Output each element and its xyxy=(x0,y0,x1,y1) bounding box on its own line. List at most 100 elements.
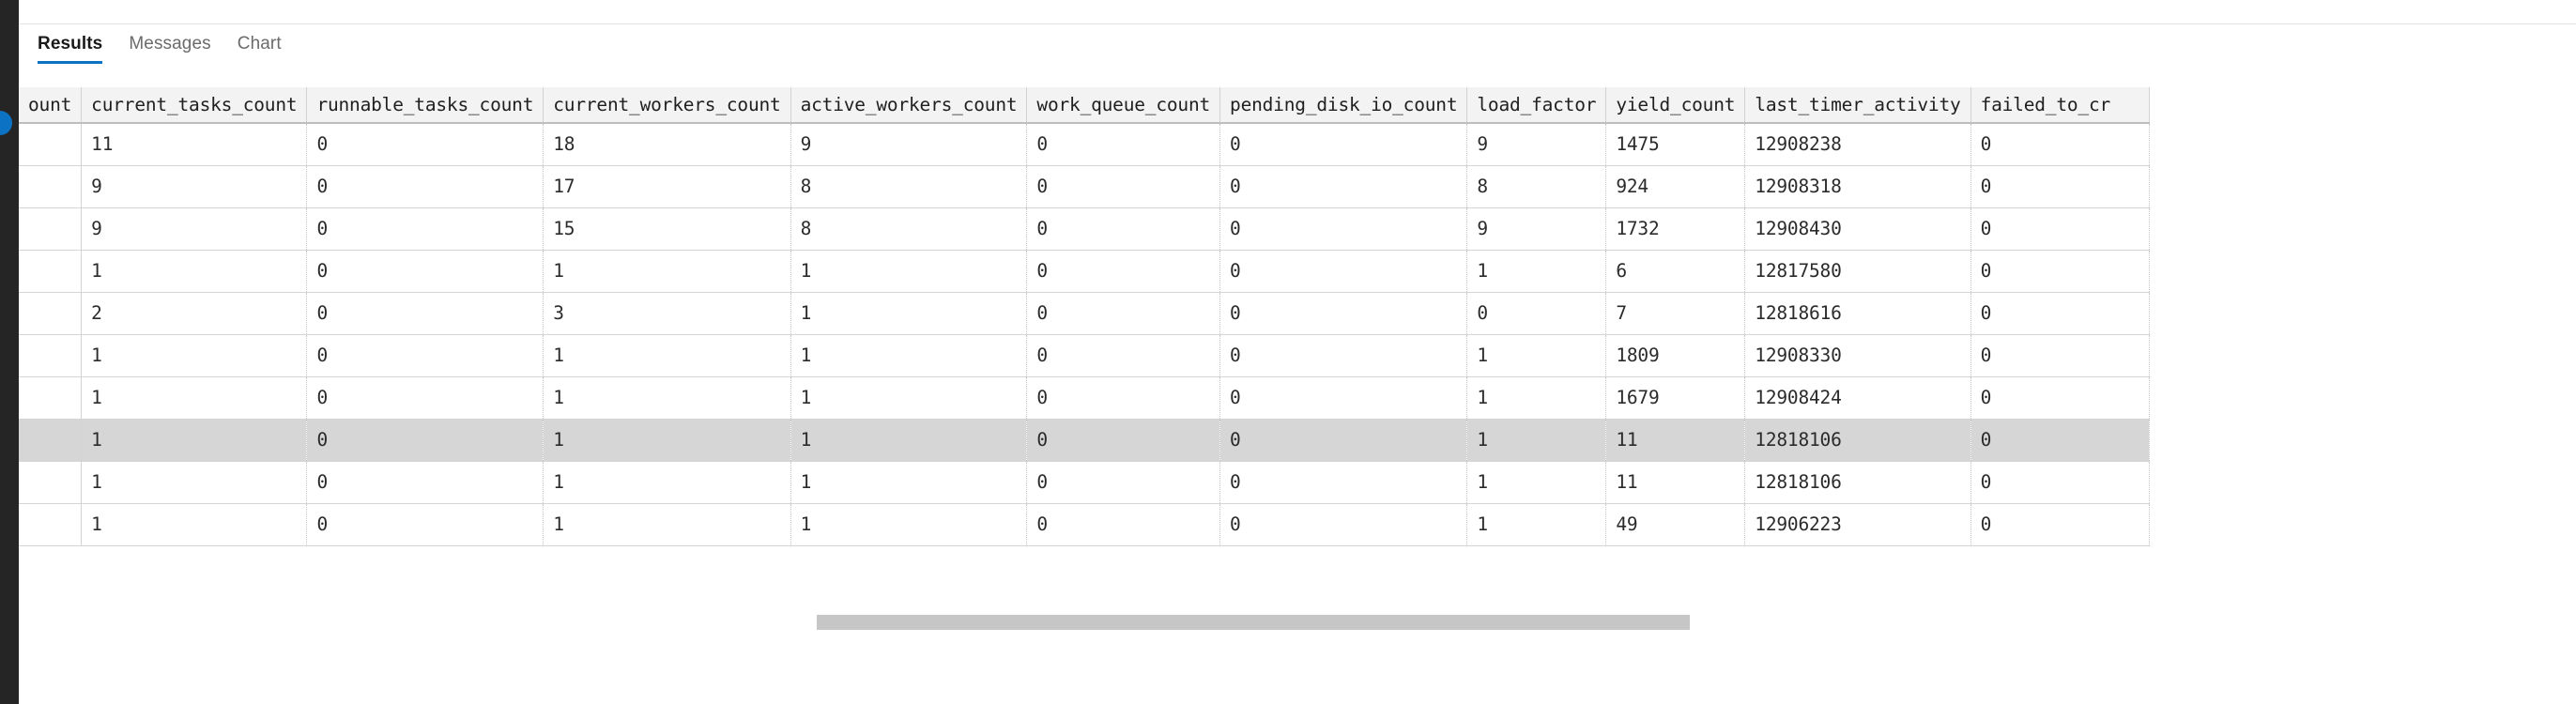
table-cell[interactable]: 9 xyxy=(1466,123,1607,166)
table-cell[interactable]: 12908430 xyxy=(1744,207,1971,251)
table-cell[interactable]: 0 xyxy=(1219,419,1468,462)
table-cell[interactable]: 9 xyxy=(81,165,308,208)
column-header-current_workers_count[interactable]: current_workers_count xyxy=(543,87,791,124)
table-cell[interactable]: 0 xyxy=(1026,123,1221,166)
table-cell[interactable]: 0 xyxy=(1970,292,2150,335)
table-cell[interactable]: 0 xyxy=(1026,503,1221,546)
table-cell[interactable]: 2 xyxy=(81,292,308,335)
table-cell[interactable] xyxy=(19,503,83,546)
table-cell[interactable]: 1 xyxy=(543,461,791,504)
table-cell[interactable]: 11 xyxy=(81,123,308,166)
tab-chart[interactable]: Chart xyxy=(224,24,295,64)
results-grid[interactable]: ount current_tasks_count runnable_tasks_co… xyxy=(19,87,2576,613)
table-cell[interactable]: 8 xyxy=(790,165,1028,208)
table-cell[interactable]: 0 xyxy=(1219,334,1468,377)
table-cell[interactable]: 0 xyxy=(1026,207,1221,251)
column-header-active_workers_count[interactable]: active_workers_count xyxy=(790,87,1028,124)
table-cell[interactable] xyxy=(19,165,83,208)
table-cell[interactable]: 12906223 xyxy=(1744,503,1971,546)
table-cell[interactable]: 49 xyxy=(1605,503,1746,546)
column-header-work_queue_count[interactable]: work_queue_count xyxy=(1026,87,1221,124)
table-cell[interactable] xyxy=(19,250,83,293)
table-cell[interactable]: 1 xyxy=(81,334,308,377)
table-cell[interactable]: 0 xyxy=(1219,292,1468,335)
table-cell[interactable]: 1 xyxy=(543,376,791,420)
table-cell[interactable]: 0 xyxy=(1026,419,1221,462)
table-cell[interactable]: 1 xyxy=(543,419,791,462)
table-cell[interactable]: 1 xyxy=(790,461,1028,504)
table-row[interactable]: 1 0 1 1 0 0 1 6 12817580 0 xyxy=(19,250,2150,293)
table-cell[interactable]: 1 xyxy=(790,376,1028,420)
table-cell[interactable]: 924 xyxy=(1605,165,1746,208)
table-cell[interactable] xyxy=(19,461,83,504)
table-cell[interactable]: 8 xyxy=(790,207,1028,251)
table-cell[interactable]: 0 xyxy=(1219,123,1468,166)
table-cell[interactable]: 1 xyxy=(1466,334,1607,377)
table-cell[interactable]: 0 xyxy=(1970,419,2150,462)
table-cell[interactable]: 0 xyxy=(306,123,544,166)
table-row[interactable]: 1 0 1 1 0 0 1 49 12906223 0 xyxy=(19,503,2150,546)
table-cell[interactable]: 1 xyxy=(1466,461,1607,504)
table-cell[interactable]: 0 xyxy=(1219,503,1468,546)
table-cell[interactable]: 11 xyxy=(1605,419,1746,462)
table-cell[interactable]: 1 xyxy=(543,503,791,546)
table-cell[interactable]: 0 xyxy=(306,250,544,293)
table-cell[interactable]: 17 xyxy=(543,165,791,208)
horizontal-scrollbar-thumb[interactable] xyxy=(817,615,1690,630)
table-cell[interactable] xyxy=(19,123,83,166)
table-cell[interactable]: 12908330 xyxy=(1744,334,1971,377)
table-cell[interactable]: 0 xyxy=(1970,250,2150,293)
column-header-failed_to_cr[interactable]: failed_to_cr xyxy=(1970,87,2150,124)
table-cell[interactable]: 9 xyxy=(81,207,308,251)
table-cell[interactable] xyxy=(19,292,83,335)
table-cell[interactable]: 0 xyxy=(1970,461,2150,504)
table-cell[interactable]: 7 xyxy=(1605,292,1746,335)
table-cell[interactable]: 0 xyxy=(1219,461,1468,504)
table-cell[interactable]: 15 xyxy=(543,207,791,251)
table-cell[interactable]: 1 xyxy=(543,250,791,293)
table-cell[interactable]: 12908318 xyxy=(1744,165,1971,208)
table-cell[interactable]: 1 xyxy=(81,250,308,293)
table-row[interactable]: 9 0 15 8 0 0 9 1732 12908430 0 xyxy=(19,207,2150,251)
tab-results[interactable]: Results xyxy=(24,24,115,64)
table-cell[interactable]: 0 xyxy=(1026,461,1221,504)
column-header-yield_count[interactable]: yield_count xyxy=(1605,87,1746,124)
table-cell[interactable]: 9 xyxy=(1466,207,1607,251)
table-cell[interactable]: 0 xyxy=(1026,376,1221,420)
table-cell[interactable]: 8 xyxy=(1466,165,1607,208)
table-cell[interactable]: 0 xyxy=(1970,503,2150,546)
table-cell[interactable]: 0 xyxy=(1466,292,1607,335)
table-cell[interactable]: 1 xyxy=(1466,250,1607,293)
table-row[interactable]: 1 0 1 1 0 0 1 11 12818106 0 xyxy=(19,419,2150,462)
table-cell[interactable]: 0 xyxy=(306,334,544,377)
table-cell[interactable]: 1 xyxy=(81,461,308,504)
table-row[interactable]: 11 0 18 9 0 0 9 1475 12908238 0 xyxy=(19,123,2150,166)
column-header-pending_disk_io_count[interactable]: pending_disk_io_count xyxy=(1219,87,1468,124)
table-cell[interactable] xyxy=(19,207,83,251)
table-cell[interactable]: 1 xyxy=(1466,376,1607,420)
table-cell[interactable]: 0 xyxy=(1026,250,1221,293)
table-cell[interactable]: 1809 xyxy=(1605,334,1746,377)
column-header-load_factor[interactable]: load_factor xyxy=(1466,87,1607,124)
table-cell[interactable]: 1 xyxy=(81,503,308,546)
table-cell[interactable] xyxy=(19,419,83,462)
table-cell[interactable]: 1 xyxy=(790,334,1028,377)
table-cell[interactable]: 1 xyxy=(790,503,1028,546)
column-header-current_tasks_count[interactable]: current_tasks_count xyxy=(81,87,308,124)
table-cell[interactable]: 1679 xyxy=(1605,376,1746,420)
table-cell[interactable]: 3 xyxy=(543,292,791,335)
table-cell[interactable]: 18 xyxy=(543,123,791,166)
table-cell[interactable]: 1 xyxy=(790,419,1028,462)
table-cell[interactable]: 1 xyxy=(1466,419,1607,462)
table-cell[interactable]: 0 xyxy=(1970,123,2150,166)
table-row[interactable]: 2 0 3 1 0 0 0 7 12818616 0 xyxy=(19,292,2150,335)
column-header-truncated[interactable]: ount xyxy=(19,87,83,124)
table-cell[interactable]: 0 xyxy=(1219,207,1468,251)
table-cell[interactable]: 12818616 xyxy=(1744,292,1971,335)
table-cell[interactable] xyxy=(19,334,83,377)
column-header-last_timer_activity[interactable]: last_timer_activity xyxy=(1744,87,1971,124)
table-cell[interactable]: 12818106 xyxy=(1744,419,1971,462)
table-cell[interactable]: 1475 xyxy=(1605,123,1746,166)
table-cell[interactable]: 0 xyxy=(1219,376,1468,420)
table-cell[interactable]: 0 xyxy=(1219,250,1468,293)
